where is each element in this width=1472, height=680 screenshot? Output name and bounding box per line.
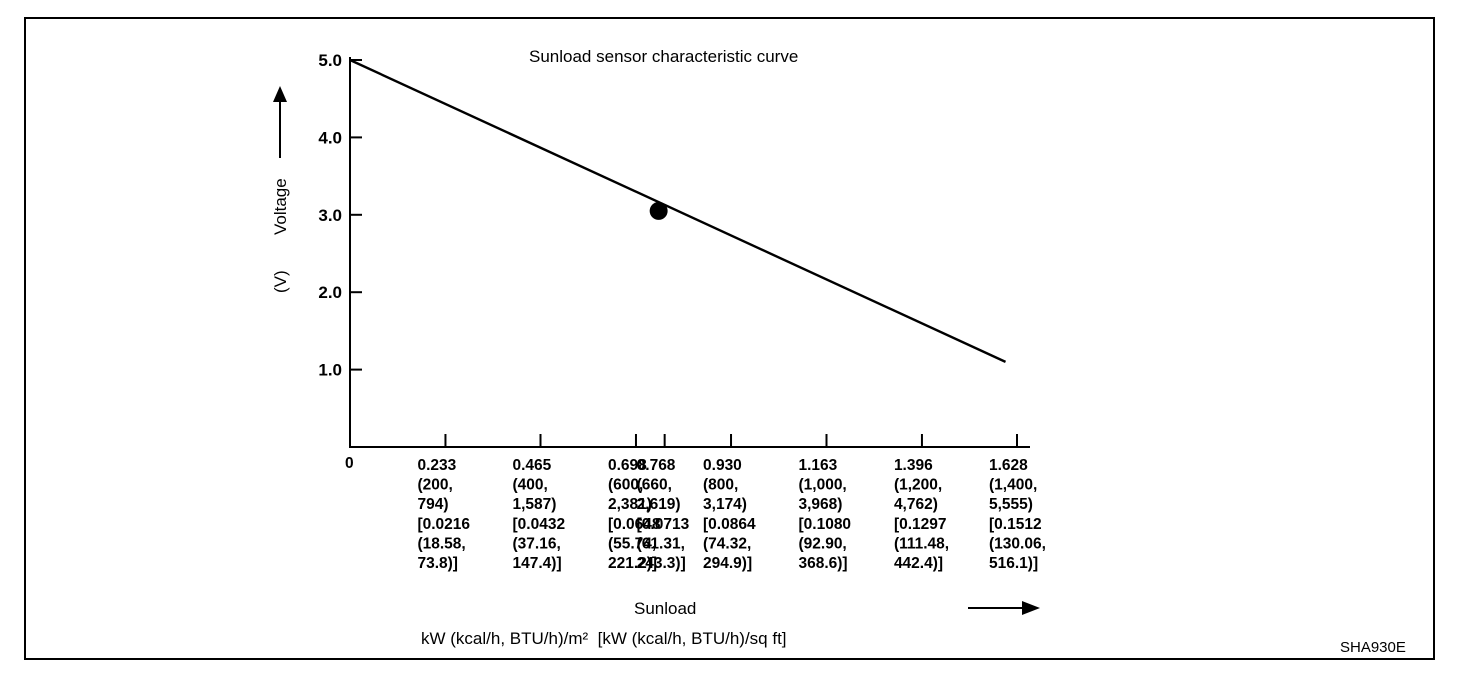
x-tick-label-line: 0.768 bbox=[637, 457, 676, 474]
x-tick-label: 1.628 (1,400, 5,555) [0.1512 (130.06, 516.1)] bbox=[989, 457, 1046, 572]
y-tick-label: 4.0 bbox=[318, 128, 342, 147]
x-tick-label-line: 2,381) bbox=[608, 496, 652, 513]
x-tick-label-line: 3,968) bbox=[798, 496, 842, 513]
x-tick-label-line: (74.32, bbox=[703, 535, 751, 552]
x-tick-label: 1.396 (1,200, 4,762) [0.1297 (111.48, 442.4)] bbox=[894, 457, 949, 572]
x-tick-label-line: (1,000, bbox=[798, 477, 846, 494]
x-tick-label-line: (55.74, bbox=[608, 535, 656, 552]
x-tick-label-line: (37.16, bbox=[513, 535, 561, 552]
x-tick-label-line: 4,762) bbox=[894, 496, 938, 513]
x-tick-label-line: 442.4)] bbox=[894, 555, 943, 572]
x-tick-label-line: 1.628 bbox=[989, 457, 1028, 474]
x-axis-unit: kW (kcal/h, BTU/h)/m² [kW (kcal/h, BTU/h… bbox=[421, 629, 787, 648]
x-tick-label-line: 5,555) bbox=[989, 496, 1033, 513]
x-tick-label-line: 243.3)] bbox=[637, 555, 686, 572]
y-tick-label: 5.0 bbox=[318, 51, 342, 70]
y-tick-label: 1.0 bbox=[318, 361, 342, 380]
y-arrow-icon bbox=[273, 86, 287, 102]
figure-code: SHA930E bbox=[1340, 639, 1406, 656]
x-tick-label: 0.768 (660, 2,619) [0.0713 (61.31, 243.3)] bbox=[637, 457, 690, 572]
x-tick-label-line: [0.1297 bbox=[894, 516, 947, 533]
x-tick-label-line: (660, bbox=[637, 477, 672, 494]
x-tick-label-line: 221.2)] bbox=[608, 555, 657, 572]
figure-border bbox=[24, 17, 1435, 660]
x-tick-label-line: (130.06, bbox=[989, 535, 1046, 552]
x-tick-label-line: 368.6)] bbox=[798, 555, 847, 572]
y-axis-label-group: Voltage (V) bbox=[271, 86, 290, 293]
y-axis-unit: (V) bbox=[271, 270, 290, 293]
x-tick-label-line: 0.930 bbox=[703, 457, 742, 474]
chart-title: Sunload sensor characteristic curve bbox=[529, 47, 798, 66]
x-axis-label: Sunload bbox=[634, 599, 696, 618]
x-tick-label: 0.233 (200, 794) [0.0216 (18.58, 73.8)] bbox=[417, 457, 470, 572]
x-tick-label: 0.698 (600, 2,381) [0.0648 (55.74, 221.2)] bbox=[608, 457, 661, 572]
x-tick-label-line: 1.163 bbox=[798, 457, 837, 474]
plot-area bbox=[349, 58, 1007, 363]
x-tick-label-line: 0.465 bbox=[513, 457, 552, 474]
x-tick-label-line: [0.0864 bbox=[703, 516, 756, 533]
x-tick-label-line: [0.0713 bbox=[637, 516, 690, 533]
x-tick-label-line: (61.31, bbox=[637, 535, 685, 552]
x-tick-label-line: 2,619) bbox=[637, 496, 681, 513]
y-axis-label: Voltage bbox=[271, 178, 290, 235]
x-tick-label-line: [0.0432 bbox=[513, 516, 566, 533]
x-tick-label: 0.930 (800, 3,174) [0.0864 (74.32, 294.9)] bbox=[703, 457, 756, 572]
x-tick-label-line: 3,174) bbox=[703, 496, 747, 513]
x-tick-label-line: 516.1)] bbox=[989, 555, 1038, 572]
x-origin-label: 0 bbox=[345, 455, 354, 472]
x-tick-label-line: 147.4)] bbox=[513, 555, 562, 572]
x-tick-label-line: 794) bbox=[417, 496, 448, 513]
series-line bbox=[349, 58, 1007, 363]
x-tick-label-line: [0.0216 bbox=[417, 516, 470, 533]
x-tick-label-line: [0.1512 bbox=[989, 516, 1042, 533]
x-tick-label-line: 0.698 bbox=[608, 457, 647, 474]
x-tick-label: 0.465 (400, 1,587) [0.0432 (37.16, 147.4)] bbox=[513, 457, 566, 572]
x-tick-label: 1.163 (1,000, 3,968) [0.1080 (92.90, 368.6)] bbox=[798, 457, 851, 572]
x-tick-label-line: [0.1080 bbox=[798, 516, 851, 533]
y-tick-label: 2.0 bbox=[318, 283, 342, 302]
x-tick-label-line: (1,400, bbox=[989, 477, 1037, 494]
x-tick-label-line: [0.0648 bbox=[608, 516, 661, 533]
x-tick-label-line: 294.9)] bbox=[703, 555, 752, 572]
x-tick-label-line: (400, bbox=[513, 477, 548, 494]
x-tick-label-line: 0.233 bbox=[417, 457, 456, 474]
x-tick-label-line: 1,587) bbox=[513, 496, 557, 513]
x-tick-label-line: 1.396 bbox=[894, 457, 933, 474]
x-tick-label-line: (92.90, bbox=[798, 535, 846, 552]
x-tick-label-line: (1,200, bbox=[894, 477, 942, 494]
x-ticks: 0.233 (200, 794) [0.0216 (18.58, 73.8)] 0.465 (… bbox=[417, 434, 1046, 572]
x-tick-label-line: (800, bbox=[703, 477, 738, 494]
x-tick-label-line: (18.58, bbox=[417, 535, 465, 552]
y-ticks: 1.0 2.0 3.0 4.0 5.0 bbox=[318, 51, 362, 380]
x-tick-label-line: (200, bbox=[417, 477, 452, 494]
x-tick-label-line: 73.8)] bbox=[417, 555, 458, 572]
y-tick-label: 3.0 bbox=[318, 206, 342, 225]
data-point-marker bbox=[649, 201, 668, 220]
x-arrow-icon bbox=[1022, 601, 1040, 615]
x-tick-label-line: (111.48, bbox=[894, 535, 949, 552]
x-tick-label-line: (600, bbox=[608, 477, 643, 494]
